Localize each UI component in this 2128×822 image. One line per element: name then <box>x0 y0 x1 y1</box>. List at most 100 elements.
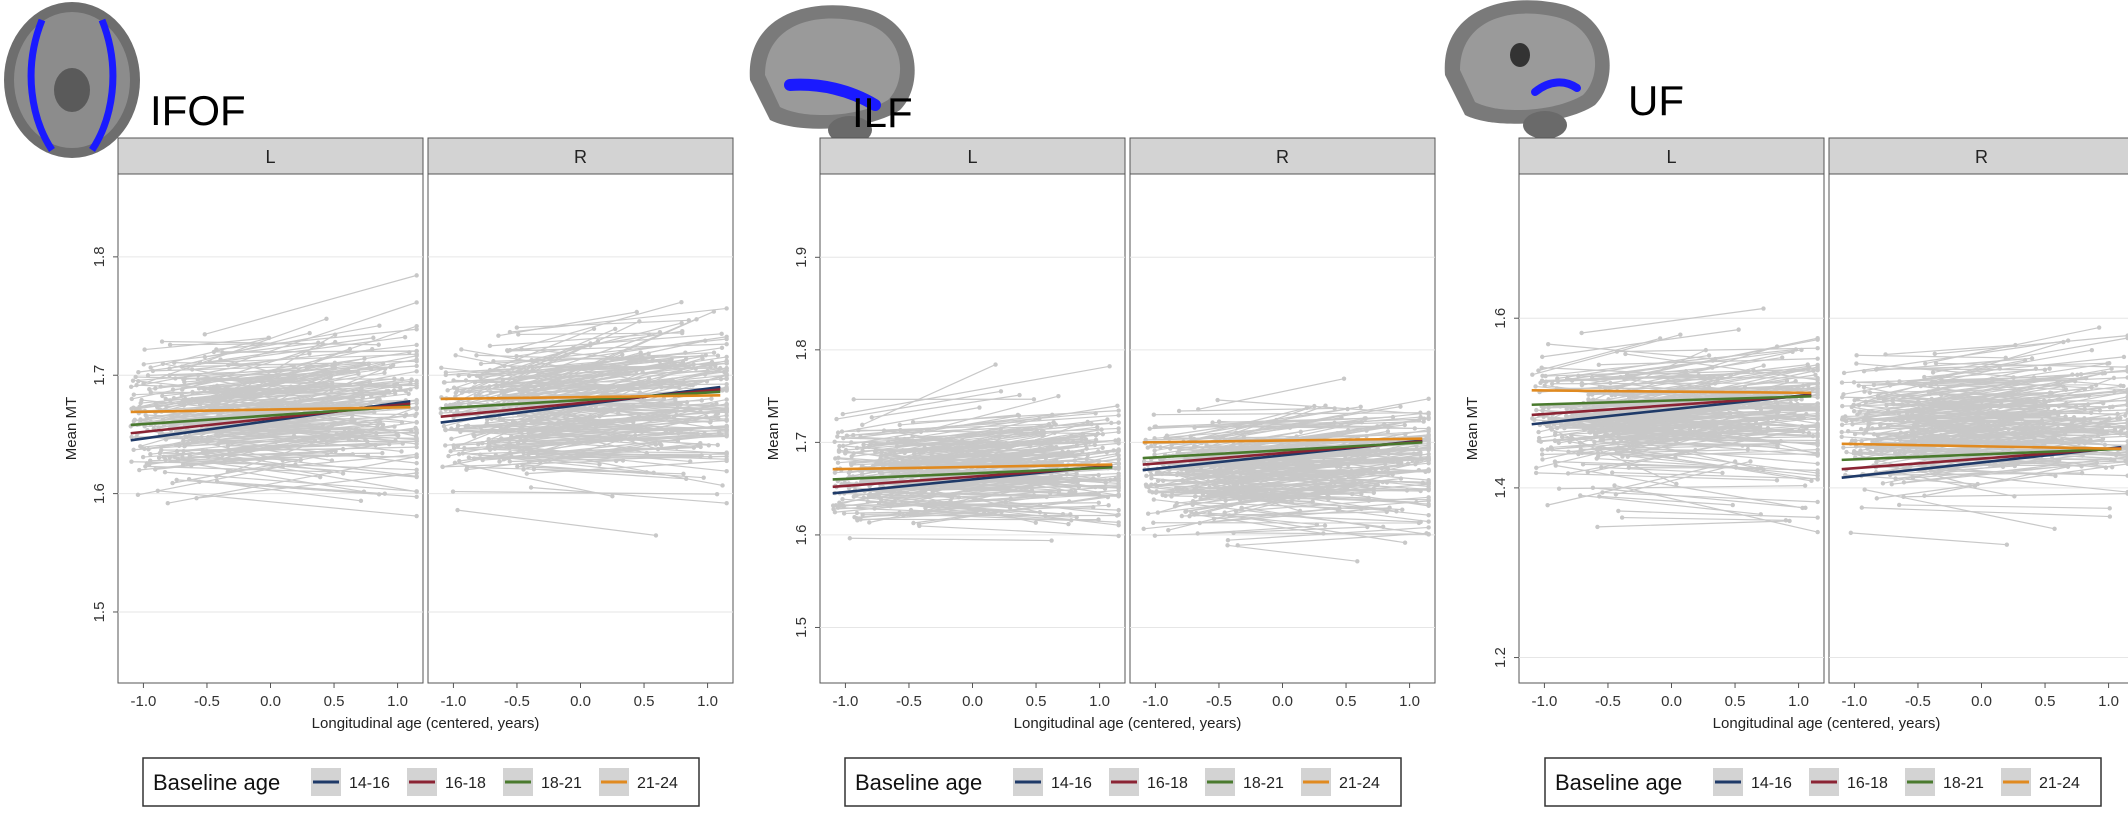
data-point <box>2097 325 2101 329</box>
legend-item-label: 16-18 <box>1847 775 1888 792</box>
data-point <box>496 333 500 337</box>
data-point <box>414 349 418 353</box>
data-point <box>1875 433 1879 437</box>
data-point <box>2047 367 2051 371</box>
data-point <box>448 449 452 453</box>
x-tick-label: 1.0 <box>1399 693 1420 710</box>
data-point <box>136 370 140 374</box>
data-point <box>724 355 728 359</box>
data-point <box>867 520 871 524</box>
data-point <box>1372 491 1376 495</box>
data-point <box>716 443 720 447</box>
data-point <box>136 493 140 497</box>
data-point <box>381 361 385 365</box>
data-point <box>854 493 858 497</box>
data-point <box>2043 368 2047 372</box>
data-point <box>832 440 836 444</box>
data-point <box>529 358 533 362</box>
data-point <box>2057 404 2061 408</box>
data-point <box>2090 348 2094 352</box>
data-point <box>1775 478 1779 482</box>
data-point <box>1897 503 1901 507</box>
data-point <box>1857 383 1861 387</box>
data-point <box>458 430 462 434</box>
data-point <box>894 436 898 440</box>
data-point <box>1426 452 1430 456</box>
data-point <box>535 453 539 457</box>
data-point <box>1784 518 1788 522</box>
data-point <box>888 504 892 508</box>
data-point <box>1933 352 1937 356</box>
data-point <box>1596 454 1600 458</box>
data-point <box>724 388 728 392</box>
data-point <box>1775 344 1779 348</box>
data-point <box>874 462 878 466</box>
data-point <box>350 416 354 420</box>
y-tick-label: 1.8 <box>91 246 108 267</box>
data-point <box>1815 423 1819 427</box>
data-point <box>1192 445 1196 449</box>
data-point <box>1591 486 1595 490</box>
data-point <box>1815 411 1819 415</box>
data-point <box>1225 543 1229 547</box>
data-point <box>1381 525 1385 529</box>
data-point <box>833 510 837 514</box>
data-point <box>1116 426 1120 430</box>
y-tick-label: 1.7 <box>91 365 108 386</box>
data-point <box>2030 356 2034 360</box>
y-tick-label: 1.5 <box>793 617 810 638</box>
data-point <box>601 392 605 396</box>
data-point <box>1226 538 1230 542</box>
data-point <box>439 366 443 370</box>
data-point <box>667 410 671 414</box>
data-point <box>174 478 178 482</box>
data-point <box>1922 494 1926 498</box>
data-point <box>1629 437 1633 441</box>
data-point <box>1350 492 1354 496</box>
data-point <box>374 398 378 402</box>
data-point <box>2062 463 2066 467</box>
data-point <box>414 489 418 493</box>
data-point <box>654 533 658 537</box>
data-point <box>1534 466 1538 470</box>
data-point <box>1089 422 1093 426</box>
data-point <box>870 415 874 419</box>
data-point <box>1803 483 1807 487</box>
data-point <box>443 443 447 447</box>
data-point <box>1545 503 1549 507</box>
data-point <box>414 420 418 424</box>
data-point <box>1116 493 1120 497</box>
x-tick-label: -1.0 <box>832 693 858 710</box>
data-point <box>1537 439 1541 443</box>
data-point <box>1184 509 1188 513</box>
data-point <box>1840 435 1844 439</box>
data-point <box>220 453 224 457</box>
data-point <box>1116 478 1120 482</box>
data-point <box>1426 446 1430 450</box>
data-point <box>414 343 418 347</box>
data-point <box>1553 438 1557 442</box>
data-point <box>634 359 638 363</box>
data-point <box>1074 471 1078 475</box>
data-point <box>2024 424 2028 428</box>
x-tick-label: 1.0 <box>2098 693 2119 710</box>
x-tick-label: 1.0 <box>1788 693 1809 710</box>
data-point <box>129 460 133 464</box>
data-point <box>307 351 311 355</box>
data-point <box>2122 355 2126 359</box>
data-point <box>1872 383 1876 387</box>
data-point <box>455 508 459 512</box>
x-axis-title: Longitudinal age (centered, years) <box>312 715 540 732</box>
data-point <box>1426 484 1430 488</box>
data-point <box>1196 475 1200 479</box>
data-point <box>724 418 728 422</box>
data-point <box>227 449 231 453</box>
data-point <box>1364 416 1368 420</box>
data-point <box>1177 448 1181 452</box>
data-point <box>467 455 471 459</box>
data-point <box>1406 461 1410 465</box>
data-point <box>1785 379 1789 383</box>
data-point <box>1611 432 1615 436</box>
data-point <box>377 324 381 328</box>
data-point <box>1842 371 1846 375</box>
